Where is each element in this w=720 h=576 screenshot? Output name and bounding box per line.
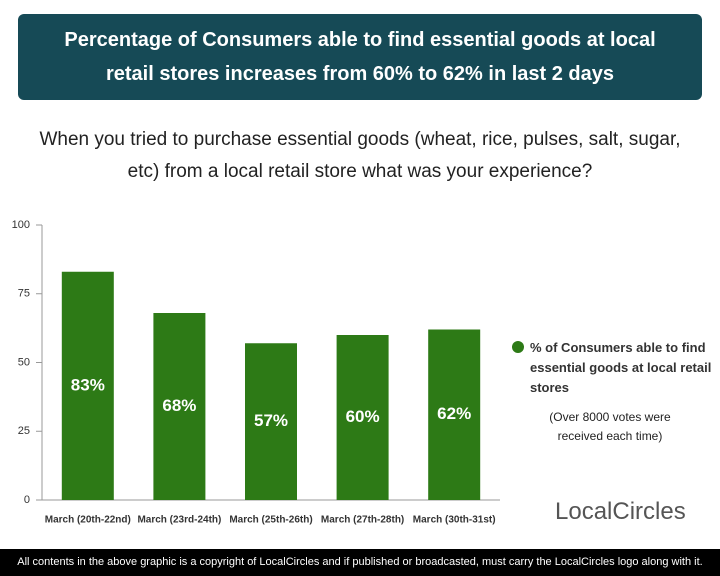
legend-marker [512,341,524,353]
x-tick-label: March (23rd-24th) [137,515,221,526]
footer: All contents in the above graphic is a c… [0,549,720,576]
bar [153,313,206,500]
chart: 0 25 50 75 100 March (20th-22nd) 83% March (23r… [12,219,500,526]
bar [336,335,389,500]
y-tick-label: 0 [24,494,30,506]
value-label: 60% [346,407,380,426]
x-tick-label: March (25th-26th) [229,515,312,526]
x-tick-label: March (30th-31st) [413,515,496,526]
logo: LocalCircles [555,498,686,525]
bar [245,343,297,500]
value-label: 83% [71,375,105,394]
y-tick-label: 25 [18,425,30,437]
value-label: 57% [254,411,288,430]
value-label: 68% [162,396,196,415]
bar [61,271,114,500]
bar [428,329,481,500]
legend: % of Consumers able to find essential go… [512,338,712,398]
y-tick-label: 100 [12,219,30,231]
y-tick-label: 50 [18,356,30,368]
x-tick-label: March (20th-22nd) [45,515,131,526]
legend-label: % of Consumers able to find essential go… [530,340,712,395]
y-tick-label: 75 [18,288,30,300]
chart-title: Percentage of Consumers able to find ess… [18,14,702,100]
chart-subtitle: When you tried to purchase essential goo… [39,129,681,182]
x-tick-label: March (27th-28th) [321,515,404,526]
note: (Over 8000 votes were received each time… [549,410,671,443]
value-label: 62% [437,404,471,423]
